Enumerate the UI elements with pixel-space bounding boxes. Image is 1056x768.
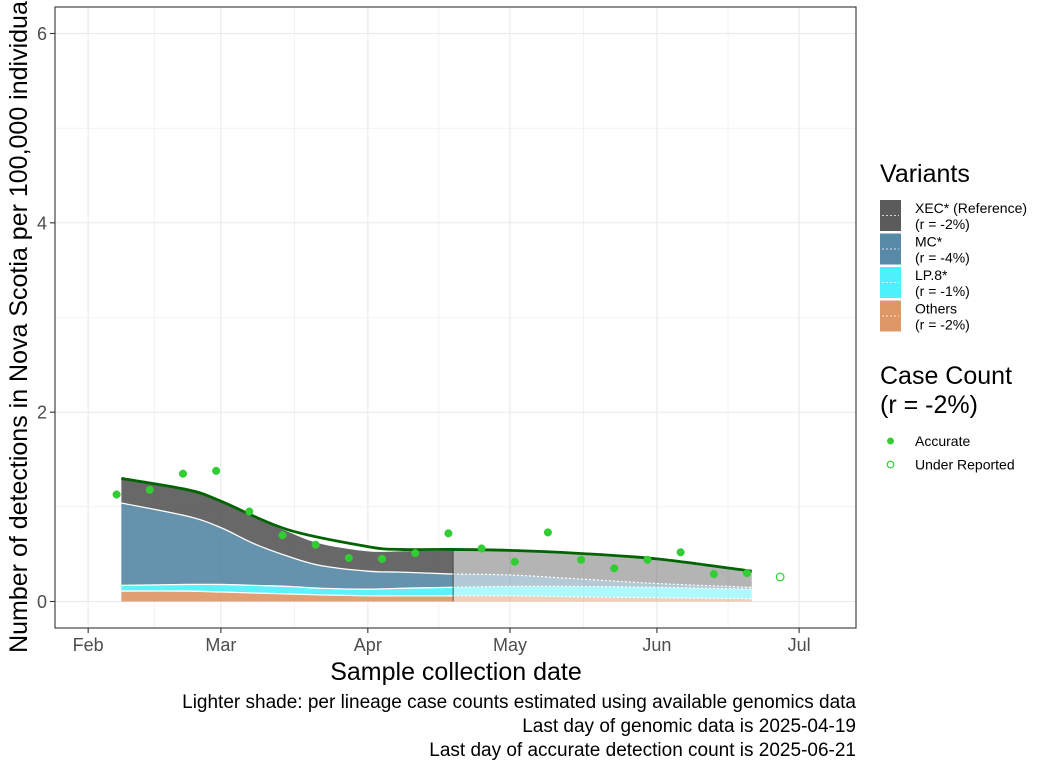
point-accurate xyxy=(411,549,420,558)
legend-sublabel-variant: (r = -4%) xyxy=(915,250,970,266)
point-accurate xyxy=(610,564,619,573)
point-accurate xyxy=(178,469,188,478)
point-accurate xyxy=(510,557,519,566)
legend-variants-title: Variants xyxy=(880,160,970,188)
x-tick-label: Jun xyxy=(642,635,671,655)
y-tick-label: 4 xyxy=(37,213,47,233)
area-mc-estimated xyxy=(453,574,752,590)
boundary-mc xyxy=(121,502,454,575)
point-accurate xyxy=(643,555,652,564)
legend-label-accurate: Accurate xyxy=(915,433,970,449)
point-accurate xyxy=(742,569,752,578)
y-axis-title: Number of detections in Nova Scotia per … xyxy=(5,0,33,653)
legend-case-count-subtitle: (r = -2%) xyxy=(880,391,978,419)
point-under-reported xyxy=(775,572,785,582)
x-tick-label: Jul xyxy=(788,635,811,655)
legend-key-under-reported xyxy=(886,460,895,469)
point-accurate xyxy=(377,554,387,563)
caption-line-2: Last day of genomic data is 2025-04-19 xyxy=(522,716,856,737)
legend-case-count-title: Case Count xyxy=(880,362,1012,390)
fitted-lines xyxy=(121,477,752,602)
x-tick-label: Apr xyxy=(354,635,382,655)
legend-label-variant: XEC* (Reference) xyxy=(915,200,1027,216)
caption-line-3: Last day of accurate detection count is … xyxy=(429,740,856,761)
legend-label-variant: MC* xyxy=(915,234,943,250)
point-accurate xyxy=(577,555,586,564)
boundary-mc-estimated xyxy=(453,573,752,588)
point-accurate xyxy=(709,569,718,579)
boundary-lp-8-estimated xyxy=(453,585,752,590)
legend-key-accurate xyxy=(887,437,894,445)
point-accurate xyxy=(212,466,221,475)
point-accurate xyxy=(676,548,685,557)
legend-sublabel-variant: (r = -2%) xyxy=(915,317,970,333)
x-tick-label: Mar xyxy=(205,635,236,655)
point-accurate xyxy=(245,507,254,516)
stacked-areas xyxy=(121,478,752,602)
legend-sublabel-variant: (r = -2%) xyxy=(915,216,970,232)
y-tick-label: 2 xyxy=(37,403,47,423)
point-accurate xyxy=(278,531,287,540)
y-tick-label: 0 xyxy=(37,592,47,612)
point-accurate xyxy=(311,540,320,549)
legend: Variants XEC* (Reference)(r = -2%)MC*(r … xyxy=(880,160,1027,473)
area-mc xyxy=(121,503,454,590)
area-lp-8-estimated xyxy=(453,586,752,599)
legend-label-variant: Others xyxy=(915,301,957,317)
x-tick-label: Feb xyxy=(73,635,104,655)
x-axis-title: Sample collection date xyxy=(330,658,582,686)
fitted-total-line xyxy=(121,477,752,573)
legend-sublabel-variant: (r = -1%) xyxy=(915,283,970,299)
axis-ticks: 0 2 4 6 Feb Mar Apr May Jun Jul xyxy=(37,24,811,655)
area-xec-reference-estimated xyxy=(453,550,752,588)
boundary-lp-8 xyxy=(121,583,454,590)
area-lp-8 xyxy=(121,584,454,596)
x-tick-label: May xyxy=(493,635,527,655)
y-tick-label: 6 xyxy=(37,24,47,44)
point-accurate xyxy=(477,544,486,553)
case-count-points xyxy=(112,466,785,582)
area-xec-reference xyxy=(121,478,454,575)
panel-outline xyxy=(54,6,857,629)
area-others-estimated xyxy=(453,595,752,602)
caption-line-1: Lighter shade: per lineage case counts e… xyxy=(182,692,856,713)
point-accurate xyxy=(444,529,453,538)
legend-label-variant: LP.8* xyxy=(915,267,948,283)
captions: Lighter shade: per lineage case counts e… xyxy=(182,692,856,761)
legend-label-under-reported: Under Reported xyxy=(915,457,1015,473)
point-accurate xyxy=(543,528,552,537)
point-accurate xyxy=(145,485,154,494)
boundary-others xyxy=(121,590,454,597)
boundary-others-estimated xyxy=(453,595,752,600)
point-accurate xyxy=(112,490,121,499)
panel-border xyxy=(54,6,857,629)
area-others xyxy=(121,591,454,602)
point-accurate xyxy=(344,553,353,562)
